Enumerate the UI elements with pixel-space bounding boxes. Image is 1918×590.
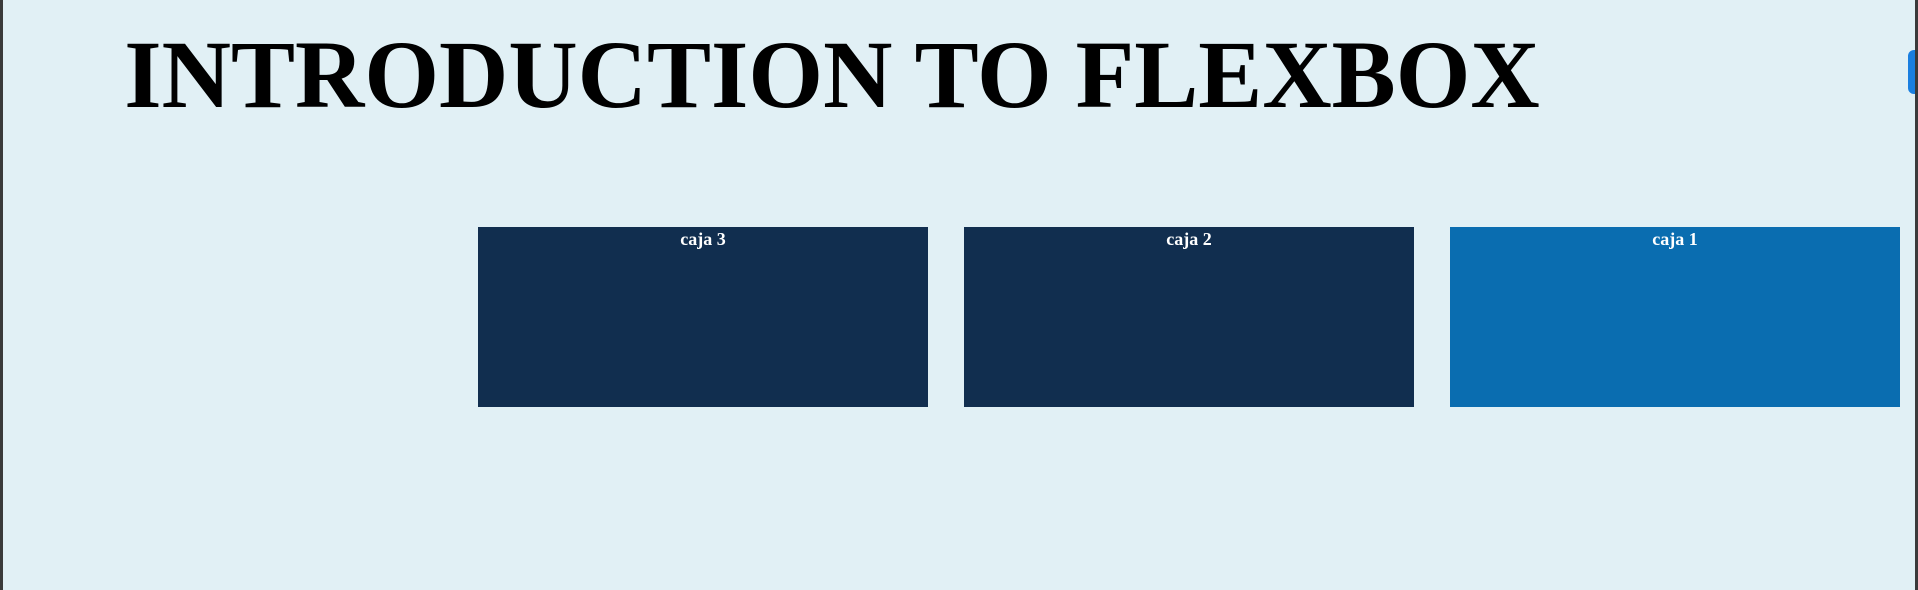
box-caja-1: caja 1 <box>1450 227 1900 407</box>
window-edge <box>1915 0 1918 590</box>
box-caja-2: caja 2 <box>964 227 1414 407</box>
scroll-handle[interactable] <box>1908 50 1918 94</box>
page-title: INTRODUCTION TO FLEXBOX <box>124 21 1540 128</box>
box-caja-3: caja 3 <box>478 227 928 407</box>
